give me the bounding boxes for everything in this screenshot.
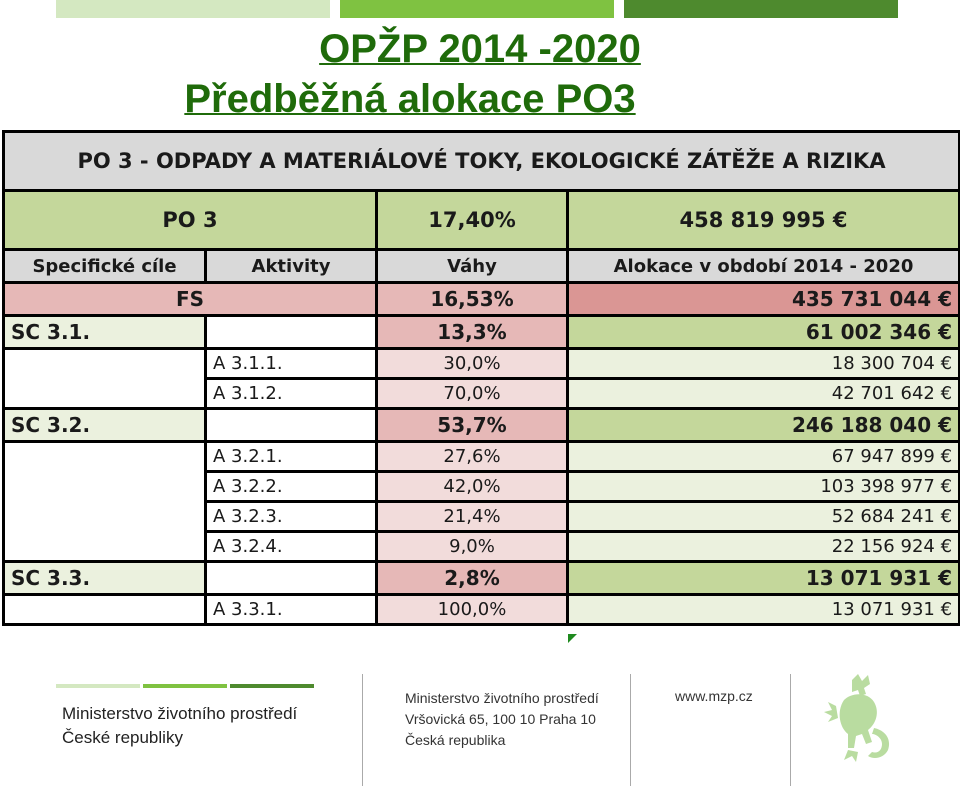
activity-amount: 42 701 642 € [565,377,960,410]
activity-label: A 3.1.2. [204,377,378,410]
activity-label: A 3.2.2. [204,470,378,503]
po-summary-row: PO 3 17,40% 458 819 995 € [2,189,960,251]
activity-amount: 22 156 924 € [565,530,960,563]
activity-goal-empty [2,347,207,410]
col-header-weights: Váhy [375,248,569,284]
page-title: OPŽP 2014 -2020 [319,27,641,71]
table-header-row: PO 3 - ODPADY A MATERIÁLOVÉ TOKY, EKOLOG… [1,130,960,192]
footer-divider [630,674,631,786]
activity-row: A 3.2.3. 21,4% 52 684 241 € [4,500,960,533]
po-weight: 17,40% [375,189,569,251]
footer-addr-line3: Česká republika [405,732,506,748]
footer-addr-line1: Ministerstvo životního prostředí [405,690,599,706]
activity-row: A 3.1.1. 30,0% 18 300 704 € [2,347,960,410]
allocation-table: PO 3 - ODPADY A MATERIÁLOVÉ TOKY, EKOLOG… [1,130,960,626]
cell-comment-marker [568,634,577,643]
sc-label: SC 3.2. [2,407,207,443]
sc-weight: 53,7% [375,407,569,443]
sc-row: SC 3.2. 53,7% 246 188 040 € [2,407,960,443]
fs-amount: 435 731 044 € [565,281,960,317]
activity-row: A 3.2.1. 27,6% 67 947 899 € [2,440,960,563]
footer-organization: Ministerstvo životního prostředí České r… [62,702,297,750]
activity-goal-empty [2,593,207,626]
activity-weight: 70,0% [375,377,569,410]
footer-decor-bar-light [56,684,140,688]
footer-org-line2: České republiky [62,728,183,747]
po-amount: 458 819 995 € [565,189,960,251]
sc-activity-empty [204,560,378,596]
top-decor-bar-mid [340,0,614,18]
activity-amount: 103 398 977 € [565,470,960,503]
col-header-goals: Specifické cíle [2,248,207,284]
po-label: PO 3 [2,189,378,251]
sc-activity-empty [204,314,378,350]
footer: Ministerstvo životního prostředí České r… [0,670,960,787]
activity-amount: 67 947 899 € [565,440,960,473]
sc-amount: 13 071 931 € [565,560,960,596]
sc-row: SC 3.1. 13,3% 61 002 346 € [2,314,960,350]
sc-activity-empty [204,407,378,443]
top-decor-bar-dark [624,0,898,18]
activity-weight: 30,0% [375,347,569,380]
footer-org-line1: Ministerstvo životního prostředí [62,704,298,723]
activity-amount: 13 071 931 € [565,593,960,626]
activity-row: A 3.3.1. 100,0% 13 071 931 € [2,593,960,626]
activity-amount: 52 684 241 € [565,500,960,533]
activity-row: A 3.2.2. 42,0% 103 398 977 € [4,470,960,503]
activity-weight: 27,6% [375,440,569,473]
col-header-allocation: Alokace v období 2014 - 2020 [565,248,960,284]
activity-label: A 3.2.3. [204,500,378,533]
page-subtitle: Předběžná alokace PO3 [184,77,636,121]
fs-row: FS 16,53% 435 731 044 € [2,281,960,317]
footer-website-link[interactable]: www.mzp.cz [675,688,753,704]
sc-weight: 2,8% [375,560,569,596]
column-header-row: Specifické cíle Aktivity Váhy Alokace v … [2,248,960,284]
top-decor-bar-light [56,0,330,18]
activity-label: A 3.2.1. [204,440,378,473]
sc-label: SC 3.1. [2,314,207,350]
activity-weight: 9,0% [375,530,569,563]
activity-label: A 3.3.1. [204,593,378,626]
activity-row: A 3.1.2. 70,0% 42 701 642 € [4,377,960,410]
czech-lion-emblem-icon [824,674,890,762]
sc-label: SC 3.3. [2,560,207,596]
footer-address: Ministerstvo životního prostředí Vršovic… [405,688,599,751]
footer-decor-bar-mid [143,684,227,688]
footer-divider [790,674,791,786]
fs-weight: 16,53% [375,281,569,317]
activity-goal-empty [2,440,207,563]
activity-amount: 18 300 704 € [565,347,960,380]
footer-decor-bar-dark [230,684,314,688]
activity-weight: 21,4% [375,500,569,533]
activity-row: A 3.2.4. 9,0% 22 156 924 € [4,530,960,563]
activity-label: A 3.2.4. [204,530,378,563]
footer-addr-line2: Vršovická 65, 100 10 Praha 10 [405,711,596,727]
sc-amount: 61 002 346 € [565,314,960,350]
sc-amount: 246 188 040 € [565,407,960,443]
fs-label: FS [2,281,378,317]
sc-row: SC 3.3. 2,8% 13 071 931 € [2,560,960,596]
col-header-activities: Aktivity [204,248,378,284]
activity-weight: 42,0% [375,470,569,503]
sc-weight: 13,3% [375,314,569,350]
activity-weight: 100,0% [375,593,569,626]
activity-label: A 3.1.1. [204,347,378,380]
table-header: PO 3 - ODPADY A MATERIÁLOVÉ TOKY, EKOLOG… [1,130,960,192]
footer-divider [362,674,363,786]
